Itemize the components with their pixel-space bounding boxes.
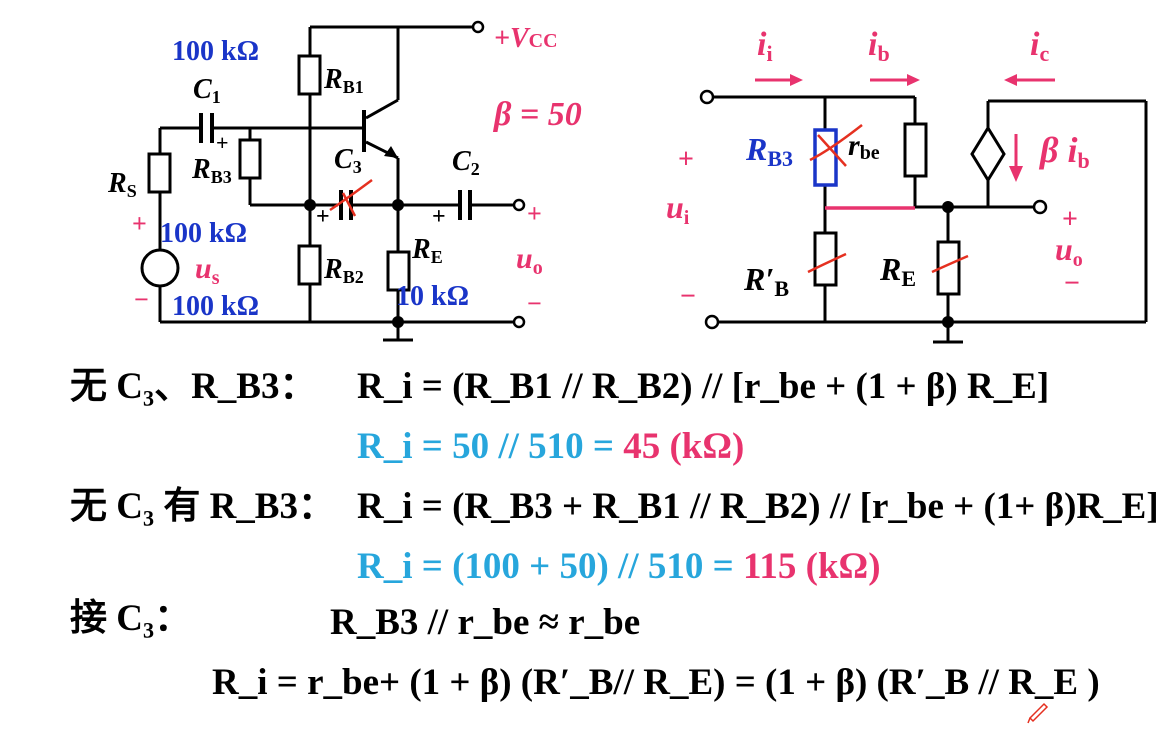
svg-text:RB1: RB1 bbox=[323, 64, 364, 97]
svg-text:RB2: RB2 bbox=[323, 254, 364, 287]
svg-text:RE: RE bbox=[879, 251, 916, 291]
svg-text:R′B: R′B bbox=[743, 261, 789, 301]
junction-dot bbox=[392, 199, 404, 211]
rs-label: R bbox=[107, 168, 127, 199]
rb3-cross-mark bbox=[809, 124, 863, 162]
svg-text:ib: ib bbox=[868, 26, 890, 66]
case1-formula: R_i = (R_B1 // R_B2) // [r_be + (1 + β) … bbox=[357, 366, 1050, 407]
uo-minus: − bbox=[527, 289, 542, 318]
re-strike-mark bbox=[931, 254, 969, 274]
right-circuit-labels: ii ib ic RB3 rbe β ib ui uo R′B RE + − +… bbox=[666, 26, 1090, 312]
case2-formula: R_i = (R_B3 + R_B1 // R_B2) // [r_be + (… bbox=[357, 486, 1159, 527]
uo-eq-plus: + bbox=[1062, 204, 1078, 235]
case2-label: 无 C₃ 有 R_B3： bbox=[70, 486, 335, 527]
junction-dot bbox=[304, 199, 316, 211]
beta-ib-label: β i bbox=[1038, 130, 1077, 170]
junction-dot bbox=[942, 316, 954, 328]
svg-text:RS: RS bbox=[107, 168, 137, 201]
case3-approx: R_B3 // r_be ≈ r_be bbox=[330, 602, 641, 643]
svg-text:RB3: RB3 bbox=[745, 131, 793, 171]
uo-label: u bbox=[516, 242, 533, 275]
rb3-eq-label: R bbox=[745, 131, 767, 167]
c2-plus: + bbox=[432, 204, 446, 230]
re-eq-label: R bbox=[879, 251, 901, 287]
svg-text:uo: uo bbox=[1055, 231, 1083, 271]
svg-text:ic: ic bbox=[1030, 26, 1049, 66]
rb1-label: R bbox=[323, 64, 343, 95]
svg-text:C3: C3 bbox=[334, 144, 362, 177]
c1-plus: + bbox=[216, 130, 229, 155]
svg-text:ui: ui bbox=[666, 189, 690, 229]
uo-eq-label: u bbox=[1055, 231, 1073, 267]
left-amplifier-circuit bbox=[140, 20, 526, 342]
ii-arrow-head bbox=[790, 74, 803, 86]
ic-arrow-head bbox=[1004, 74, 1017, 86]
junction-dot bbox=[392, 316, 404, 328]
ui-plus: + bbox=[678, 144, 694, 175]
c3-cross-mark bbox=[329, 178, 373, 212]
beta-value: β = 50 bbox=[492, 96, 582, 133]
rb3-resistor bbox=[813, 128, 838, 187]
emitter-arrow bbox=[384, 146, 398, 158]
c3-label: C bbox=[334, 144, 353, 175]
rb2-value: 100 kΩ bbox=[172, 291, 259, 322]
case2-calc: R_i = (100 + 50) // 510 = 115 (kΩ) bbox=[357, 546, 881, 587]
vcc-label: +V bbox=[494, 23, 531, 54]
c3-cross-mark bbox=[341, 192, 357, 217]
uo-eq-minus: − bbox=[1064, 268, 1080, 299]
rb3-label: R bbox=[191, 154, 211, 185]
junction-dot bbox=[942, 201, 954, 213]
c3-plus: + bbox=[316, 204, 330, 230]
rbp-strike-mark bbox=[807, 252, 847, 274]
small-signal-equivalent-circuit bbox=[699, 89, 1148, 344]
rb3-cross-mark bbox=[817, 134, 847, 167]
svg-text:C1: C1 bbox=[193, 74, 221, 107]
re-value: 10 kΩ bbox=[396, 281, 469, 312]
us-plus: + bbox=[132, 209, 147, 238]
case3-formula: R_i = r_be+ (1 + β) (R′_B// R_E) = (1 + … bbox=[212, 662, 1100, 703]
c1-label: C bbox=[193, 74, 212, 105]
us-label: u bbox=[195, 252, 212, 285]
ib-arrow-head bbox=[907, 74, 920, 86]
svg-text:ii: ii bbox=[757, 26, 773, 66]
svg-text:C2: C2 bbox=[452, 146, 480, 179]
pen-cursor-icon bbox=[1027, 702, 1049, 724]
svg-text:RE: RE bbox=[411, 234, 443, 267]
ib-label: i bbox=[868, 26, 878, 63]
us-minus: − bbox=[134, 285, 149, 314]
c2-label: C bbox=[452, 146, 471, 177]
rbe-label: r bbox=[848, 129, 860, 162]
case1-label: 无 C₃、R_B3： bbox=[70, 366, 317, 407]
case3-label: 接 C₃： bbox=[70, 598, 192, 639]
rbp-label: R′ bbox=[743, 261, 774, 297]
ii-label: i bbox=[757, 26, 767, 63]
left-circuit-labels: +VCC β = 50 100 kΩ 100 kΩ 100 kΩ 10 kΩ C… bbox=[107, 23, 582, 322]
ic-label: i bbox=[1030, 26, 1040, 63]
svg-text:RB3: RB3 bbox=[191, 154, 232, 187]
rb3-value: 100 kΩ bbox=[160, 218, 247, 249]
svg-text:us: us bbox=[195, 252, 220, 289]
source-arrow-head bbox=[1009, 166, 1023, 182]
svg-text:rbe: rbe bbox=[848, 129, 880, 164]
svg-text:+VCC: +VCC bbox=[494, 23, 558, 54]
rb1-value: 100 kΩ bbox=[172, 36, 259, 67]
svg-text:uo: uo bbox=[516, 242, 543, 279]
uo-plus: + bbox=[527, 199, 542, 228]
rb2-label: R bbox=[323, 254, 343, 285]
ui-minus: − bbox=[680, 281, 696, 312]
svg-text:β ib: β ib bbox=[1038, 130, 1090, 173]
case1-calc: R_i = 50 // 510 = 45 (kΩ) bbox=[357, 426, 745, 467]
ui-label: u bbox=[666, 189, 684, 225]
re-label: R bbox=[411, 234, 431, 265]
